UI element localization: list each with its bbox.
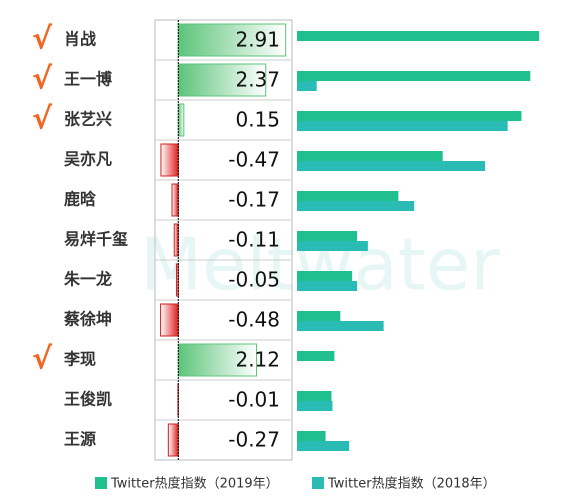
category-label: 蔡徐坤 bbox=[63, 310, 112, 329]
difference-label: -0.17 bbox=[228, 188, 280, 212]
check-mark: √ bbox=[32, 102, 53, 137]
category-label: 张艺兴 bbox=[64, 110, 112, 129]
bar bbox=[297, 351, 334, 361]
category-label: 肖战 bbox=[64, 30, 96, 49]
bar bbox=[297, 71, 530, 81]
bar bbox=[297, 31, 539, 41]
check-mark: √ bbox=[32, 22, 53, 57]
difference-bar bbox=[178, 104, 184, 136]
difference-bar bbox=[172, 184, 178, 216]
bar bbox=[297, 201, 414, 211]
bar bbox=[297, 401, 332, 411]
bar bbox=[297, 271, 352, 281]
bar bbox=[297, 391, 331, 401]
bar bbox=[297, 311, 340, 321]
bar bbox=[297, 191, 398, 201]
bar bbox=[297, 121, 508, 131]
difference-label: 2.12 bbox=[235, 348, 280, 372]
difference-label: 2.37 bbox=[235, 68, 280, 92]
difference-label: -0.01 bbox=[228, 388, 280, 412]
legend-swatch bbox=[95, 477, 107, 489]
legend-swatch bbox=[312, 477, 324, 489]
bar bbox=[297, 321, 384, 331]
bar bbox=[297, 281, 357, 291]
check-mark: √ bbox=[32, 62, 53, 97]
category-label: 王源 bbox=[64, 430, 96, 449]
difference-bar bbox=[161, 144, 178, 176]
bar bbox=[297, 431, 326, 441]
difference-label: -0.11 bbox=[228, 228, 280, 252]
difference-label: -0.27 bbox=[228, 428, 280, 452]
legend-label: Twitter热度指数（2019年） bbox=[110, 476, 279, 492]
difference-label: -0.05 bbox=[228, 268, 280, 292]
bar bbox=[297, 151, 443, 161]
category-label: 朱一龙 bbox=[64, 270, 112, 289]
check-mark: √ bbox=[32, 342, 53, 377]
category-label: 王一博 bbox=[64, 70, 112, 89]
category-label: 王俊凯 bbox=[64, 390, 112, 409]
difference-bar bbox=[161, 304, 179, 336]
difference-label: 0.15 bbox=[235, 108, 280, 132]
difference-bar bbox=[168, 424, 178, 456]
difference-label: 2.91 bbox=[235, 28, 280, 52]
category-label: 易烊千玺 bbox=[64, 230, 128, 249]
bar bbox=[297, 241, 368, 251]
bar bbox=[297, 81, 317, 91]
difference-label: -0.48 bbox=[228, 308, 280, 332]
bar bbox=[297, 111, 521, 121]
difference-bar bbox=[174, 224, 178, 256]
category-label: 李现 bbox=[63, 350, 96, 369]
difference-label: -0.47 bbox=[228, 148, 280, 172]
bar bbox=[297, 231, 357, 241]
category-label: 吴亦凡 bbox=[64, 150, 112, 169]
bar bbox=[297, 161, 485, 171]
category-label: 鹿晗 bbox=[64, 190, 97, 209]
bar bbox=[297, 441, 349, 451]
legend-label: Twitter热度指数（2018年） bbox=[327, 476, 496, 492]
